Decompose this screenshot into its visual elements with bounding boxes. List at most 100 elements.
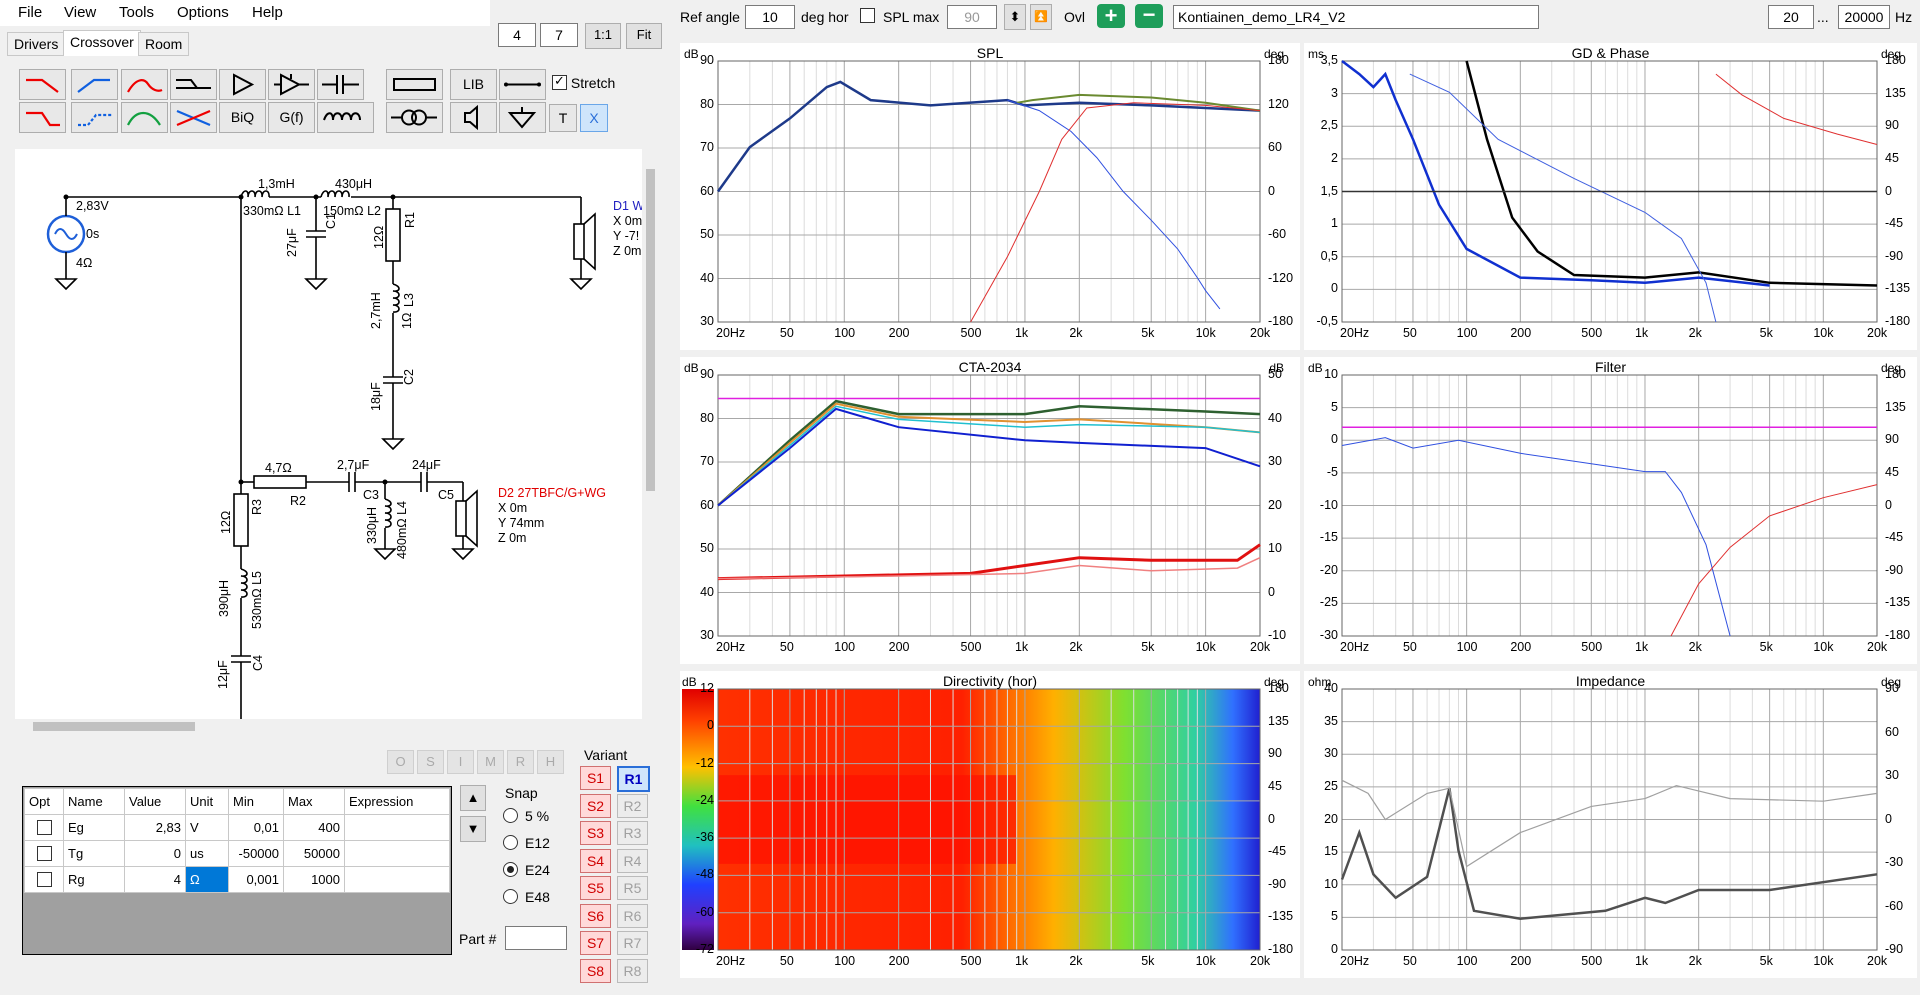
zoom-1to1-button[interactable]: 1:1 — [585, 23, 621, 49]
max-cell[interactable]: 1000 — [283, 866, 345, 893]
opt-cell[interactable] — [24, 814, 64, 841]
variant-s7-button[interactable]: S7 — [580, 931, 611, 955]
h-button[interactable]: H — [537, 750, 564, 774]
menu-options[interactable]: Options — [177, 4, 229, 21]
unit-cell[interactable]: us — [185, 840, 229, 867]
snap-e48-radio[interactable]: E48 — [503, 889, 550, 905]
horizontal-scroll-thumb[interactable] — [33, 722, 195, 731]
variant-s8-button[interactable]: S8 — [580, 958, 611, 983]
variant-s1-button[interactable]: S1 — [580, 766, 611, 790]
spl-max-input[interactable]: 90 — [947, 5, 997, 29]
notch-tool[interactable] — [170, 102, 217, 133]
variant-s5-button[interactable]: S5 — [580, 876, 611, 900]
variant-r6-button[interactable]: R6 — [617, 903, 648, 928]
variant-s6-button[interactable]: S6 — [580, 903, 611, 928]
amplifier-tool[interactable] — [219, 69, 266, 100]
min-cell[interactable]: 0,001 — [228, 866, 284, 893]
variant-s3-button[interactable]: S3 — [580, 821, 611, 845]
o-button[interactable]: O — [387, 750, 414, 774]
max-cell[interactable]: 50000 — [283, 840, 345, 867]
buffer-tool[interactable] — [268, 69, 315, 100]
biquad-tool[interactable]: BiQ — [219, 102, 266, 133]
menu-help[interactable]: Help — [252, 4, 283, 21]
variant-r2-button[interactable]: R2 — [617, 793, 648, 818]
part-number-input[interactable] — [505, 926, 567, 950]
menu-file[interactable]: File — [18, 4, 43, 21]
spin-minmax-button[interactable]: ⏫ — [1030, 4, 1052, 30]
max-cell[interactable]: 400 — [283, 814, 345, 841]
opt-checkbox[interactable] — [36, 845, 52, 861]
variant-s2-button[interactable]: S2 — [580, 793, 611, 818]
schematic-horizontal-scrollbar[interactable] — [15, 719, 643, 734]
tab-room[interactable]: Room — [138, 32, 190, 56]
transfer-function-tool[interactable]: G(f) — [268, 102, 315, 133]
opt-checkbox[interactable] — [36, 871, 52, 887]
min-cell[interactable]: -50000 — [228, 840, 284, 867]
overlay-add-button[interactable]: + — [1097, 4, 1125, 28]
highpass2-tool[interactable] — [71, 102, 118, 133]
s-button[interactable]: S — [417, 750, 444, 774]
value-cell[interactable]: 4 — [124, 866, 186, 893]
schematic-canvas[interactable]: 2,83V 0s 4Ω 1,3mH 330mΩ L1 430μH 150mΩ L… — [15, 149, 642, 719]
delete-tool[interactable]: X — [580, 104, 608, 132]
menu-tools[interactable]: Tools — [119, 4, 155, 21]
spin-updown-button[interactable]: ⬍ — [1004, 4, 1026, 30]
ref-angle-input[interactable]: 10 — [745, 5, 795, 29]
directivity-graph[interactable]: Directivity (hor) dB deg 12 0 -12 -24 -36 -48 -60… — [680, 671, 1300, 978]
schematic-vertical-scrollbar[interactable] — [643, 149, 658, 719]
unit-cell-selected[interactable]: Ω — [185, 866, 229, 893]
bandpass-green-tool[interactable] — [121, 102, 168, 133]
variant-r4-button[interactable]: R4 — [617, 848, 648, 873]
variant-s4-button[interactable]: S4 — [580, 848, 611, 873]
wire-tool[interactable] — [499, 69, 546, 100]
stretch-checkbox[interactable]: Stretch — [552, 73, 615, 91]
spl-graph[interactable]: SPL dB deg 90 80 70 60 50 40 30 180 120 60 0 -60 -120 -1… — [680, 43, 1300, 350]
menu-view[interactable]: View — [64, 4, 97, 21]
highpass-blue-tool[interactable] — [71, 69, 118, 100]
project-name-field[interactable]: Kontiainen_demo_LR4_V2 — [1173, 5, 1539, 29]
m-button[interactable]: M — [477, 750, 504, 774]
move-up-button[interactable]: ▲ — [460, 785, 486, 811]
inductor-tool[interactable] — [317, 102, 374, 133]
transformer-tool[interactable] — [386, 102, 443, 133]
snap-e12-radio[interactable]: E12 — [503, 835, 550, 851]
variant-r8-button[interactable]: R8 — [617, 958, 648, 983]
filter-graph[interactable]: Filter dB deg 10 5 0 -5 -10 -15 -20 -25 -30 180 135 90… — [1304, 357, 1917, 664]
variant-r7-button[interactable]: R7 — [617, 931, 648, 955]
move-down-button[interactable]: ▼ — [460, 816, 486, 842]
opt-cell[interactable] — [24, 866, 64, 893]
zoom-b-input[interactable]: 7 — [540, 23, 578, 47]
variant-r5-button[interactable]: R5 — [617, 876, 648, 900]
ground-tool[interactable] — [499, 102, 546, 133]
unit-cell[interactable]: V — [185, 814, 229, 841]
min-cell[interactable]: 0,01 — [228, 814, 284, 841]
zoom-fit-button[interactable]: Fit — [626, 23, 662, 49]
text-tool[interactable]: T — [549, 104, 577, 132]
resistor-tool[interactable] — [386, 69, 443, 100]
bandpass-red-tool[interactable] — [121, 69, 168, 100]
expression-cell[interactable] — [344, 814, 450, 841]
tab-drivers[interactable]: Drivers — [7, 32, 66, 56]
freq-low-input[interactable]: 20 — [1768, 5, 1814, 29]
value-cell[interactable]: 0 — [124, 840, 186, 867]
snap-e24-radio[interactable]: E24 — [503, 862, 550, 878]
table-row[interactable]: Rg 4 Ω 0,001 1000 — [24, 866, 450, 893]
spl-max-checkbox[interactable] — [860, 8, 875, 24]
expression-cell[interactable] — [344, 866, 450, 893]
opt-cell[interactable] — [24, 840, 64, 867]
zoom-a-input[interactable]: 4 — [498, 23, 536, 47]
shelf-tool[interactable] — [170, 69, 217, 100]
lib-tool[interactable]: LIB — [450, 69, 497, 100]
r-button[interactable]: R — [507, 750, 534, 774]
opt-checkbox[interactable] — [36, 819, 52, 835]
table-row[interactable]: Tg 0 us -50000 50000 — [24, 840, 450, 867]
gd-phase-graph[interactable]: GD & Phase ms deg 3,5 3 2,5 2 1,5 1 0,5 0 -0,5 180 13… — [1304, 43, 1917, 350]
snap-5pct-radio[interactable]: 5 % — [503, 808, 549, 824]
variant-r3-button[interactable]: R3 — [617, 821, 648, 845]
tab-crossover[interactable]: Crossover — [63, 30, 141, 56]
capacitor-tool[interactable] — [317, 69, 364, 100]
freq-high-input[interactable]: 20000 — [1838, 5, 1890, 29]
table-row[interactable]: Eg 2,83 V 0,01 400 — [24, 814, 450, 841]
lowpass2-tool[interactable] — [19, 102, 66, 133]
i-button[interactable]: I — [447, 750, 474, 774]
